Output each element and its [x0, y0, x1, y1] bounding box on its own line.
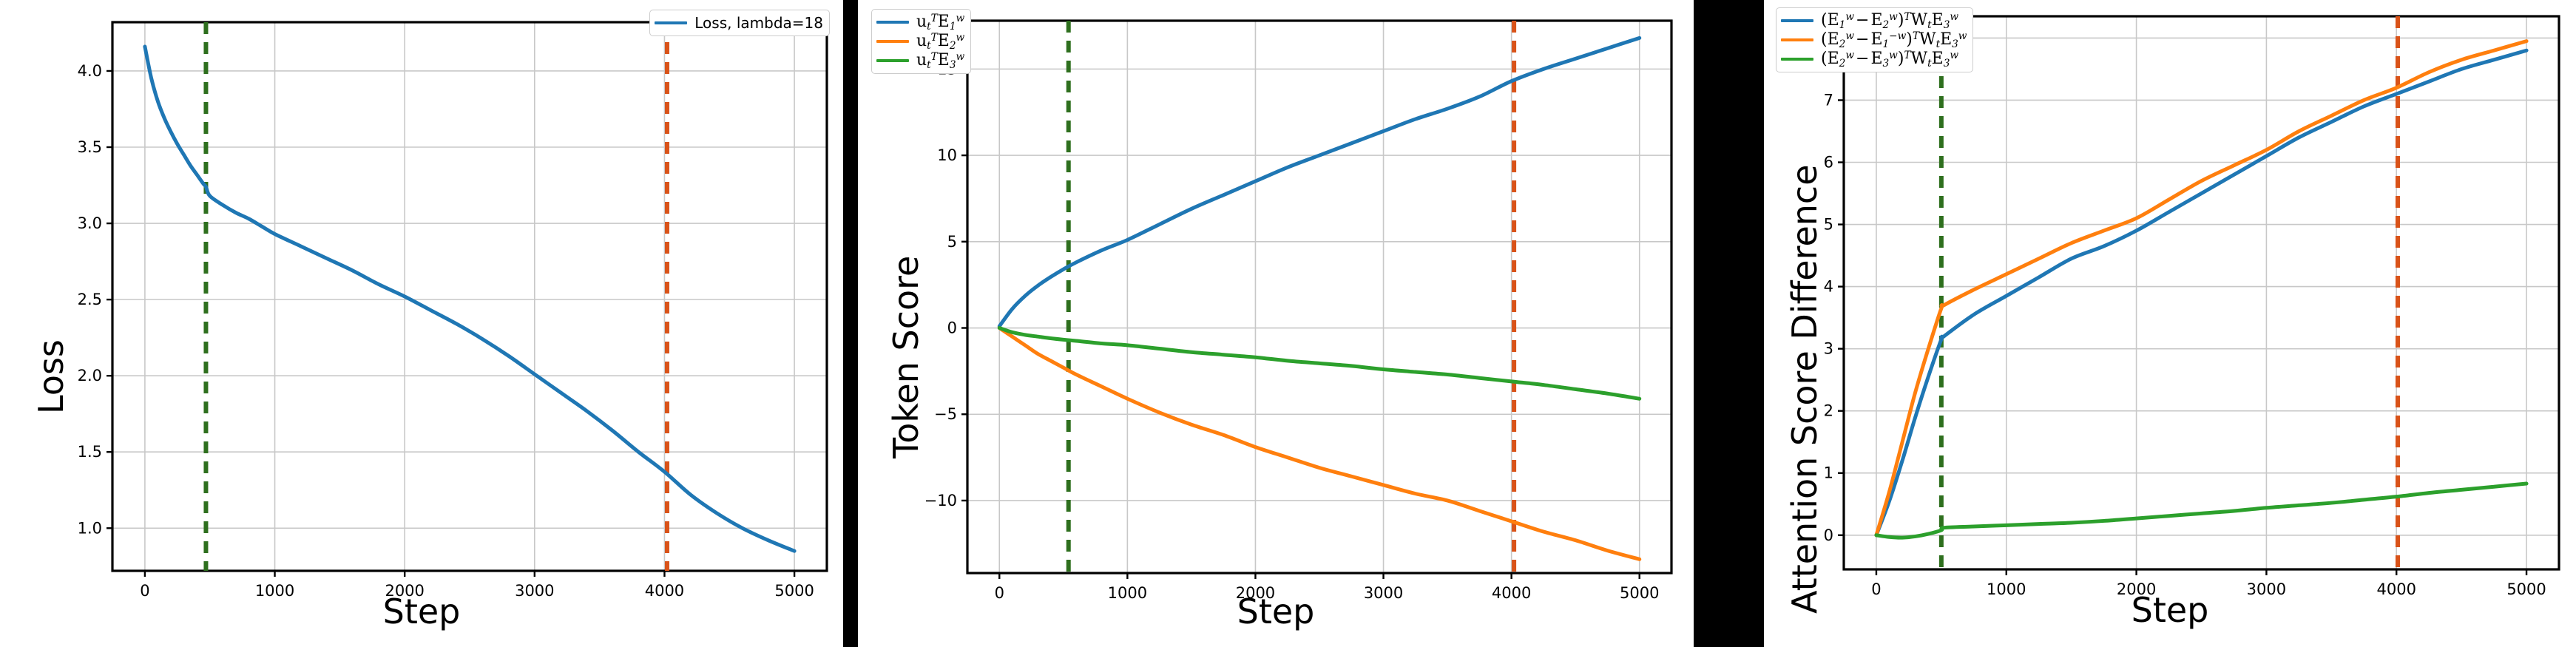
loss-legend[interactable]: Loss, lambda=18	[649, 10, 830, 36]
attention-score-y-axis-label: Attention Score Difference	[1785, 164, 1825, 614]
y-tick-label: 2.5	[78, 291, 102, 308]
y-tick-label: 3	[1824, 340, 1833, 358]
legend-item[interactable]: (E2w−E1−w)TWtE3w	[1781, 30, 1967, 50]
series-line	[1874, 48, 2529, 538]
legend-label-math: (E2w−E3w)TWtE3w	[1821, 49, 1959, 70]
y-tick-label: 4	[1824, 278, 1833, 296]
legend-color-swatch	[655, 21, 688, 24]
loss-plot-area: 0 1000 2000 3000 4000 5000 1.0 1.5 2.0 2.5 3.0 3.5 4…	[78, 21, 828, 600]
legend-item[interactable]: Loss, lambda=18	[655, 13, 823, 33]
x-tick-label: 0	[140, 582, 149, 600]
loss-panel: 0 1000 2000 3000 4000 5000 1.0 1.5 2.0 2.5 3.0 3.5 4…	[0, 0, 843, 647]
y-tick-label: 0	[1824, 526, 1833, 544]
series-line	[1874, 39, 2529, 538]
x-tick-label: 1000	[1108, 584, 1147, 602]
legend-color-swatch	[1781, 58, 1813, 61]
legend-item[interactable]: (E1w−E2w)TWtE3w	[1781, 11, 1967, 30]
y-tick-label: −5	[934, 405, 957, 423]
legend-item[interactable]: utTE1w	[876, 13, 964, 32]
legend-label-math: (E2w−E1−w)TWtE3w	[1821, 30, 1967, 50]
x-tick-label: 4000	[1492, 584, 1531, 602]
legend-label-math: (E1w−E2w)TWtE3w	[1821, 10, 1959, 31]
x-tick-label: 2000	[385, 582, 424, 600]
attention-score-legend[interactable]: (E1w−E2w)TWtE3w (E2w−E1−w)TWtE3w (E2w−E3…	[1776, 7, 1974, 72]
series-line	[1874, 481, 2529, 540]
x-tick-label: 3000	[1364, 584, 1403, 602]
y-tick-label: 1.0	[78, 519, 102, 537]
y-tick-label: 0	[947, 319, 957, 337]
x-tick-label: 1000	[255, 582, 294, 600]
attention-score-difference-panel: 010002000300040005000012345678 Attention…	[1764, 0, 2576, 647]
x-tick-label: 4000	[645, 582, 684, 600]
y-tick-label: 1.5	[78, 443, 102, 461]
y-tick-label: 5	[1824, 216, 1833, 234]
series-line	[997, 326, 1642, 401]
legend-color-swatch	[876, 21, 909, 24]
x-tick-label: 5000	[774, 582, 814, 600]
x-tick-label: 2000	[1236, 584, 1275, 602]
attention-score-x-axis-label: Step	[2131, 590, 2209, 630]
legend-color-swatch	[876, 40, 909, 43]
x-tick-label: 3000	[515, 582, 554, 600]
legend-color-swatch	[1781, 19, 1813, 22]
legend-color-swatch	[1781, 38, 1813, 41]
token-score-x-axis-label: Step	[1237, 592, 1315, 631]
legend-label: Loss, lambda=18	[694, 14, 823, 32]
y-tick-label: 4.0	[78, 62, 102, 80]
legend-item[interactable]: (E2w−E3w)TWtE3w	[1781, 50, 1967, 69]
legend-item[interactable]: utTE3w	[876, 51, 964, 70]
y-tick-label: 1	[1824, 464, 1833, 482]
y-tick-label: 2	[1824, 402, 1833, 420]
panel-separator-1	[843, 0, 858, 647]
loss-x-axis-label: Step	[382, 592, 461, 631]
y-tick-label: −10	[924, 492, 957, 509]
legend-label-math: utTE2w	[916, 31, 965, 52]
series-line	[997, 35, 1642, 328]
y-tick-label: 3.5	[78, 138, 102, 156]
y-tick-label: 7	[1824, 91, 1833, 109]
series-line	[143, 44, 797, 553]
x-tick-label: 5000	[2506, 580, 2546, 598]
x-tick-label: 2000	[2117, 580, 2156, 598]
y-tick-label: 5	[947, 233, 957, 251]
y-tick-label: 10	[937, 146, 957, 164]
x-tick-label: 1000	[1987, 580, 2026, 598]
y-tick-label: 2.0	[78, 367, 102, 385]
series-line	[997, 326, 1642, 561]
token-score-legend[interactable]: utTE1w utTE2w utTE3w	[871, 9, 972, 74]
attention-score-plot-area: 010002000300040005000012345678	[1824, 15, 2560, 598]
loss-y-axis-label: Loss	[31, 339, 71, 414]
x-tick-label: 4000	[2377, 580, 2416, 598]
legend-label-math: utTE1w	[916, 12, 965, 33]
x-tick-label: 5000	[1620, 584, 1659, 602]
legend-color-swatch	[876, 59, 909, 62]
legend-label-math: utTE3w	[916, 50, 965, 71]
legend-item[interactable]: utTE2w	[876, 32, 964, 51]
x-tick-label: 0	[1871, 580, 1881, 598]
y-tick-label: 3.0	[78, 214, 102, 232]
y-tick-label: 6	[1824, 154, 1833, 172]
panel-separator-2	[1694, 0, 1764, 647]
x-tick-label: 0	[995, 584, 1004, 602]
x-tick-label: 3000	[2247, 580, 2286, 598]
token-score-y-axis-label: Token Score	[886, 255, 926, 458]
